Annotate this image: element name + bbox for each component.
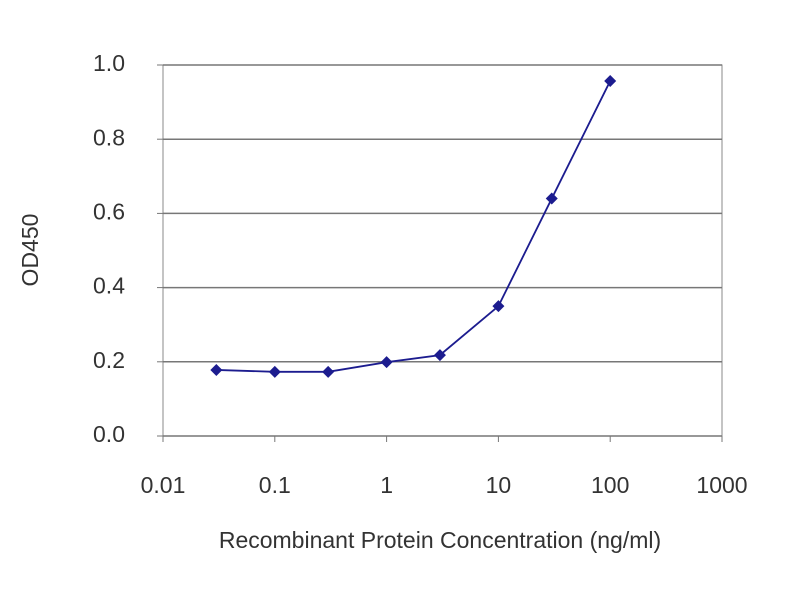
data-point xyxy=(210,363,223,376)
x-tick-label: 0.1 xyxy=(259,472,291,498)
x-tick-label: 0.01 xyxy=(141,472,186,498)
series-line xyxy=(216,80,612,373)
data-point xyxy=(604,74,617,87)
x-tick-label: 10 xyxy=(486,472,512,498)
data-point xyxy=(492,300,505,313)
plot-area xyxy=(162,64,723,437)
x-axis-label: Recombinant Protein Concentration (ng/ml… xyxy=(219,527,661,553)
data-point xyxy=(380,356,393,369)
y-tick-label: 0.6 xyxy=(93,198,125,224)
y-tick-label: 0.8 xyxy=(93,124,125,150)
y-tick-label: 0.4 xyxy=(93,273,125,299)
data-point xyxy=(433,349,446,362)
y-tick-label: 0.0 xyxy=(93,421,125,447)
y-tick-label: 0.2 xyxy=(93,347,125,373)
data-point xyxy=(268,365,281,378)
data-point xyxy=(545,192,558,205)
x-tick-label: 1 xyxy=(380,472,393,498)
x-tick-label: 100 xyxy=(591,472,629,498)
y-axis-label: OD450 xyxy=(17,214,43,287)
data-point xyxy=(322,365,335,378)
x-tick-label: 1000 xyxy=(696,472,747,498)
y-tick-label: 1.0 xyxy=(93,50,125,76)
